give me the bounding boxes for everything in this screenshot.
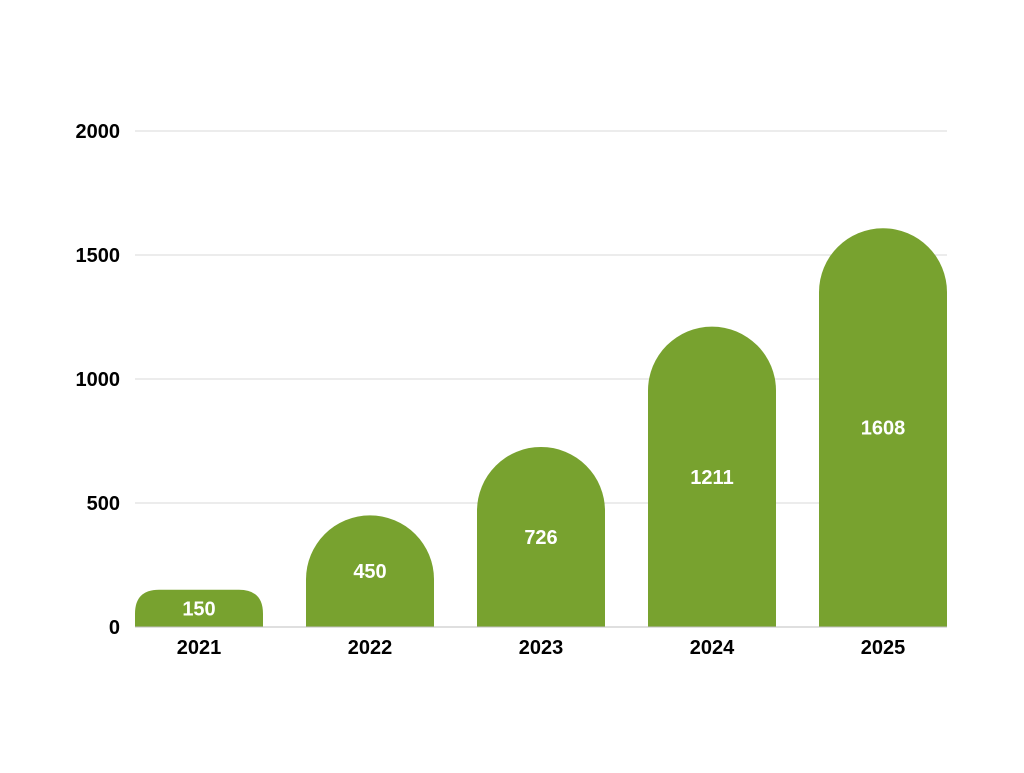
data-label: 450 [353,561,386,583]
bars [135,228,947,627]
x-tick-label: 2024 [690,637,735,659]
y-tick-label: 500 [87,493,120,515]
x-tick-label: 2022 [348,637,393,659]
data-label: 150 [182,598,215,620]
data-label: 726 [524,527,557,549]
x-tick-label: 2025 [861,637,906,659]
data-label: 1211 [690,467,733,489]
data-label: 1608 [861,418,906,440]
y-axis: 0 500 1000 1500 2000 [76,121,121,639]
bar-2022 [306,515,434,627]
x-axis: 2021 2022 2023 2024 2025 [135,626,947,659]
x-tick-label: 2023 [519,637,564,659]
y-tick-label: 1000 [76,369,121,391]
x-tick-label: 2021 [177,637,222,659]
bar-2021 [135,589,263,627]
y-tick-label: 0 [109,617,120,639]
y-tick-label: 2000 [76,121,121,143]
y-tick-label: 1500 [76,245,121,267]
bar-2023 [477,446,605,627]
data-labels: 150 450 726 1211 1608 [182,418,905,621]
bar-2024 [648,326,776,627]
bar-2025 [819,228,947,627]
